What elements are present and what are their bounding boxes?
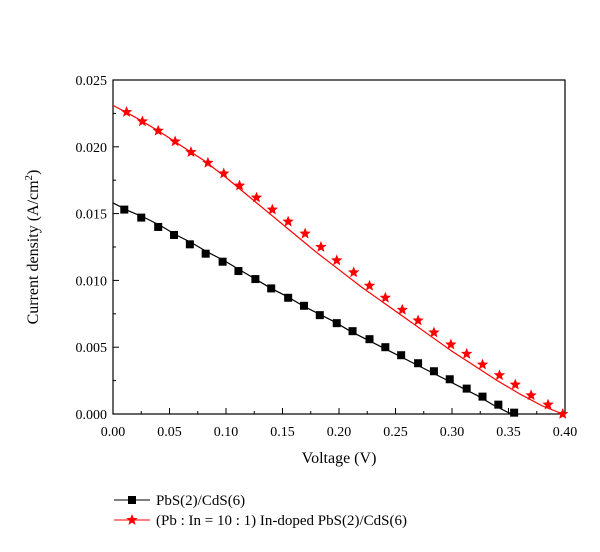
legend-label-pbs-cds: PbS(2)/CdS(6) — [156, 493, 245, 509]
y-tick-label: 0.010 — [76, 274, 108, 289]
legend: PbS(2)/CdS(6) (Pb : In = 10 : 1) In-dope… — [114, 493, 407, 529]
data-point-square — [120, 205, 129, 214]
data-point-star — [185, 146, 197, 157]
data-point-star — [347, 266, 360, 278]
data-point-star — [202, 156, 214, 168]
x-tick-label: 0.15 — [270, 425, 295, 440]
data-point-square — [137, 213, 146, 222]
data-point-star — [315, 241, 327, 252]
data-point-square — [365, 335, 374, 344]
data-point-star — [493, 369, 506, 381]
y-axis-title-close: ) — [25, 170, 42, 175]
y-tick-label: 0.005 — [76, 341, 108, 356]
data-point-star — [266, 203, 279, 215]
data-point-square — [201, 249, 210, 258]
data-point-square — [348, 327, 357, 336]
x-tick-label: 0.00 — [101, 425, 126, 440]
data-point-square — [429, 367, 438, 376]
data-point-square — [218, 257, 227, 266]
data-point-star — [428, 326, 440, 338]
data-point-square — [414, 359, 423, 368]
data-point-star — [557, 408, 569, 419]
data-point-square — [251, 275, 260, 284]
data-point-square — [397, 351, 406, 360]
data-point-star — [460, 347, 473, 359]
legend-entry-pbs-cds: PbS(2)/CdS(6) — [114, 493, 245, 509]
x-tick-label: 0.40 — [553, 425, 578, 440]
plot-frame — [112, 79, 566, 415]
data-point-star — [396, 303, 408, 315]
data-point-square — [510, 408, 519, 417]
data-point-star — [233, 179, 246, 191]
data-point-square — [234, 267, 243, 276]
x-tick-label: 0.20 — [327, 425, 352, 440]
data-point-star — [250, 191, 263, 203]
data-point-square — [478, 392, 487, 401]
y-axis-title-sup: 2 — [23, 175, 35, 181]
series-1 — [112, 104, 569, 419]
data-point-star — [445, 338, 457, 350]
y-tick-label: 0.025 — [76, 74, 108, 89]
data-point-star — [331, 254, 343, 266]
y-axis-title-main: Current density (A/cm — [25, 180, 42, 325]
data-point-star — [152, 124, 164, 136]
data-point-square — [332, 319, 341, 328]
data-point-square — [154, 222, 163, 231]
data-point-star — [525, 389, 537, 401]
data-point-square — [315, 311, 324, 320]
data-point-star — [542, 398, 554, 410]
y-tick-label: 0.015 — [76, 208, 108, 223]
data-point-star — [363, 279, 376, 291]
data-point-square — [445, 375, 454, 384]
y-tick-label: 0.000 — [76, 408, 108, 423]
series-layer — [112, 104, 569, 419]
x-tick-label: 0.25 — [383, 425, 408, 440]
series-0 — [112, 202, 519, 417]
data-point-star — [136, 115, 149, 127]
legend-marker-square — [128, 496, 136, 504]
y-axis-ticks: 0.000 0.005 0.010 0.015 0.020 0.025 — [76, 74, 119, 423]
data-point-star — [218, 167, 230, 179]
data-point-square — [284, 293, 293, 302]
data-point-square — [381, 343, 390, 352]
data-point-star — [379, 291, 392, 303]
data-point-square — [494, 400, 503, 409]
x-axis-title: Voltage (V) — [302, 450, 377, 467]
data-point-star — [412, 314, 424, 326]
data-point-star — [120, 106, 133, 117]
y-axis-title: Current density (A/cm2) — [23, 170, 42, 325]
data-point-star — [282, 215, 294, 227]
x-tick-label: 0.30 — [440, 425, 465, 440]
data-point-star — [476, 358, 489, 370]
x-tick-label: 0.35 — [496, 425, 521, 440]
x-tick-label: 0.05 — [157, 425, 182, 440]
legend-entry-in-doped: (Pb : In = 10 : 1) In-doped PbS(2)/CdS(6… — [114, 513, 407, 529]
x-tick-label: 0.10 — [214, 425, 239, 440]
legend-marker-star — [126, 514, 138, 525]
x-axis-ticks: 0.00 0.05 0.10 0.15 0.20 0.25 0.30 0.35 0.40 — [101, 408, 578, 440]
data-point-star — [509, 378, 521, 390]
data-point-star — [169, 135, 181, 147]
y-tick-label: 0.020 — [76, 141, 108, 156]
data-point-square — [299, 301, 308, 310]
data-point-star — [299, 227, 311, 239]
data-point-square — [462, 384, 471, 393]
data-point-square — [185, 240, 194, 249]
legend-label-in-doped: (Pb : In = 10 : 1) In-doped PbS(2)/CdS(6… — [156, 513, 407, 529]
data-point-square — [267, 284, 276, 293]
data-point-square — [170, 230, 179, 239]
